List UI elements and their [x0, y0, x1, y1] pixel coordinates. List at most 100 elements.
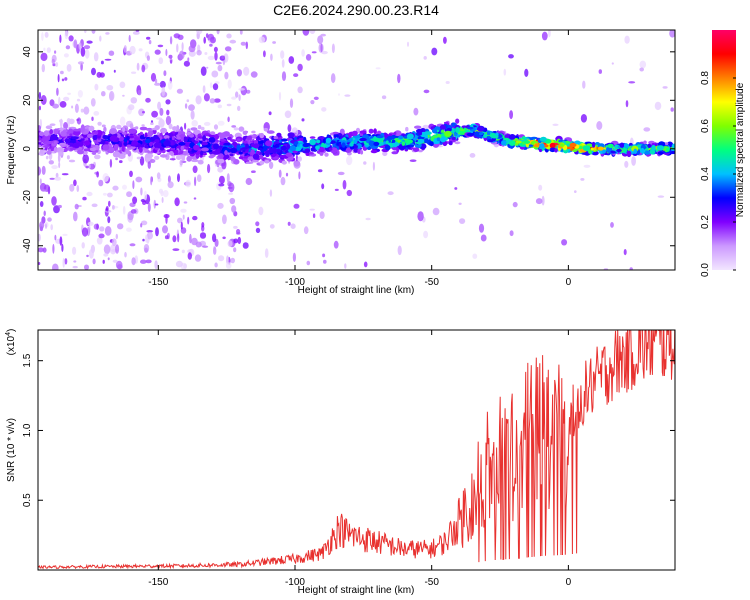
- spectrogram-cell: [208, 136, 216, 143]
- spectrogram-cell: [365, 217, 371, 221]
- spectrogram-cell: [330, 73, 336, 84]
- spectrogram-cell: [38, 131, 45, 137]
- spectrogram-cell: [181, 154, 186, 162]
- spectrogram-cell: [101, 91, 106, 97]
- spectrogram-cell: [80, 46, 86, 57]
- spectrogram-cell: [77, 90, 83, 98]
- spectrogram-cell: [276, 132, 282, 138]
- spectrogram-cell: [643, 150, 651, 155]
- spectrogram-cell: [469, 153, 476, 158]
- spectrogram-cell: [322, 253, 326, 258]
- spectrogram-cell: [177, 217, 183, 224]
- spectrogram-cell: [272, 156, 279, 160]
- spectrogram-cell: [405, 145, 411, 148]
- spectrogram-cell: [288, 56, 295, 64]
- spectrogram-cell: [70, 136, 79, 140]
- spectrogram-cell: [197, 159, 204, 165]
- spectrogram-cell: [639, 67, 644, 72]
- spectrogram-cell: [297, 86, 303, 94]
- spectrogram-cell: [206, 66, 209, 69]
- spectrogram-cell: [169, 58, 173, 61]
- spectrogram-cell: [217, 166, 224, 173]
- spectrogram-cell: [163, 140, 171, 147]
- spectrogram-cell: [172, 235, 177, 243]
- spectrogram-cell: [178, 141, 186, 146]
- spectrogram-cell: [225, 262, 232, 269]
- spectrogram-cell: [412, 147, 420, 152]
- spectrogram-cell: [118, 141, 122, 148]
- spectrogram-cell: [596, 121, 603, 130]
- spectrogram-cell: [101, 124, 106, 128]
- spectrogram-cell: [217, 64, 223, 72]
- spectrogram-cell: [270, 153, 276, 158]
- spectrogram-cell: [150, 72, 157, 82]
- spectrogram-cell: [179, 134, 186, 138]
- x-tick-label: -150: [148, 277, 168, 288]
- spectrogram-cell: [64, 30, 69, 40]
- spectrogram-cell: [134, 137, 140, 142]
- spectrogram-cell: [218, 175, 225, 185]
- spectrogram-cell: [143, 190, 148, 201]
- spectrogram-cell: [208, 155, 215, 159]
- spectrogram-cell: [141, 64, 146, 73]
- spectrogram-cell: [116, 264, 123, 270]
- spectrogram-cell: [202, 85, 206, 93]
- spectrogram-cell: [128, 34, 131, 43]
- spectrogram-cell: [233, 159, 240, 165]
- spectrogram-cell: [145, 97, 151, 103]
- spectrogram-cell: [287, 221, 291, 226]
- spectrogram-cell: [370, 149, 378, 154]
- spectrogram-cell: [250, 71, 258, 78]
- spectrogram-cell: [455, 118, 460, 124]
- spectrogram-cell: [191, 137, 195, 142]
- spectrogram-cell: [80, 108, 84, 113]
- spectrogram-cell: [292, 252, 296, 262]
- spectrogram-cell: [266, 130, 275, 134]
- spectrogram-cell: [39, 148, 44, 155]
- spectrogram-cell: [130, 97, 138, 104]
- spectrogram-cell: [186, 155, 192, 162]
- spectrogram-cell: [169, 36, 173, 45]
- spectrogram-cell: [84, 140, 91, 146]
- snr-x-axis-ticks: -150 -100 -50 0: [148, 330, 572, 588]
- spectrogram-cell: [423, 138, 429, 144]
- spectrogram-cell: [387, 135, 394, 140]
- spectrogram-cell: [40, 52, 48, 62]
- spectrogram-cell: [84, 264, 89, 270]
- spectrogram-cell: [360, 150, 364, 155]
- spectrogram-cell: [671, 143, 675, 149]
- spectrogram-cell: [490, 134, 499, 139]
- spectrogram-cell: [169, 151, 174, 155]
- spectrogram-cell: [61, 243, 64, 252]
- spectrogram-cell: [454, 187, 458, 190]
- spectrogram-cell: [156, 172, 161, 180]
- spectrogram-cell: [91, 67, 96, 76]
- spectrogram-cell: [574, 190, 577, 194]
- spectrogram-cell: [309, 208, 315, 211]
- spectrogram-cell: [549, 142, 556, 149]
- spectrogram-cell: [205, 33, 209, 38]
- spectrogram-cell: [86, 254, 89, 258]
- spectrogram-cell: [259, 160, 265, 165]
- spectrogram-cell: [276, 148, 281, 153]
- spectrogram-cell: [192, 215, 198, 221]
- spectrogram-cell: [448, 141, 453, 146]
- spectrogram-cell: [72, 246, 77, 255]
- spectrogram-cell: [123, 45, 127, 53]
- spectrogram-cell: [202, 135, 207, 142]
- spectrogram-cell: [73, 39, 78, 49]
- spectrogram-cell: [289, 98, 294, 108]
- spectrogram-cell: [146, 36, 151, 40]
- spectrogram-cell: [66, 64, 72, 72]
- spectrogram-cell: [624, 160, 629, 168]
- spectrogram-cell: [69, 147, 77, 151]
- spectrogram-cell: [250, 149, 255, 156]
- spectrogram-cell: [146, 231, 153, 240]
- spectrogram-cell: [154, 139, 160, 143]
- spectrogram-cell: [160, 190, 164, 197]
- spectrogram-cell: [251, 170, 256, 173]
- spectrogram-cell: [405, 139, 413, 144]
- spectrogram-cell: [81, 227, 89, 237]
- spectrogram-cell: [306, 260, 311, 266]
- spectrogram-cell: [129, 45, 136, 55]
